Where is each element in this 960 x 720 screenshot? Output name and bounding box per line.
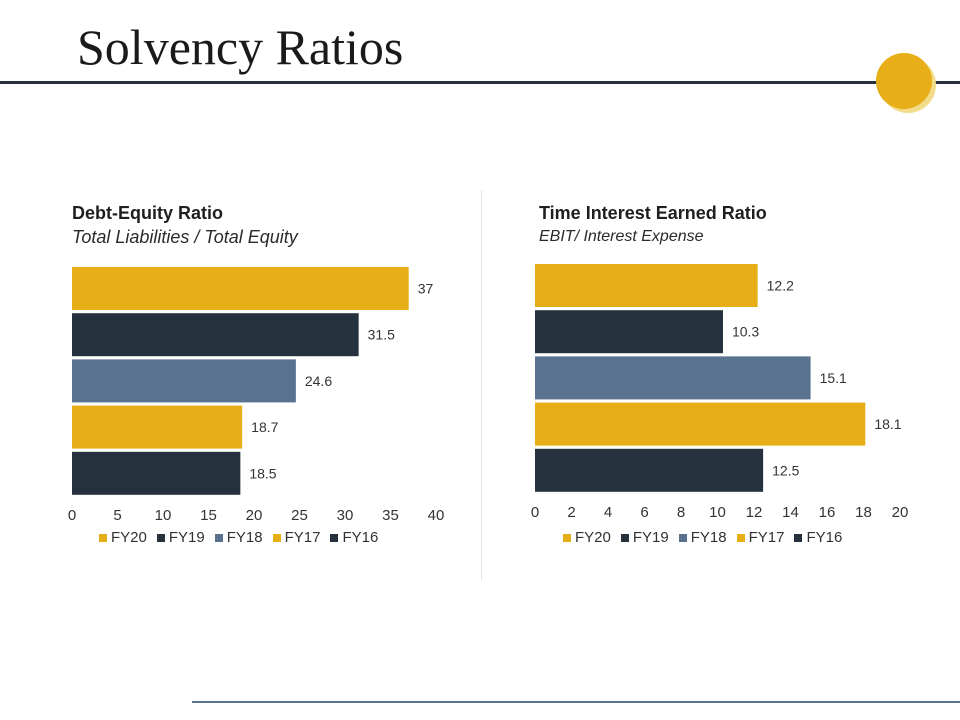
tie-ratio-bar-fy18 (535, 356, 811, 400)
tie-ratio-legend-label: FY20 (575, 529, 611, 546)
tie-ratio-tick-label: 0 (531, 504, 539, 521)
debt-equity-bar-fy18 (72, 359, 296, 403)
debt-equity-value-label: 24.6 (305, 373, 332, 389)
debt-equity-tick-label: 30 (337, 507, 354, 524)
debt-equity-legend-item: FY18 (214, 529, 263, 546)
tie-ratio-value-label: 18.1 (874, 416, 901, 432)
tie-ratio-tick-label: 10 (709, 504, 726, 521)
debt-equity-bar-fy20 (72, 267, 409, 310)
debt-equity-legend-swatch (99, 533, 107, 542)
debt-equity-value-label: 18.7 (251, 419, 278, 435)
tie-ratio-legend: FY20 FY19 FY18 FY17 FY16 (563, 529, 842, 546)
debt-equity-legend: FY20 FY19 FY18 FY17 FY16 (99, 529, 378, 546)
debt-equity-value-label: 37 (418, 281, 434, 297)
tie-ratio-bar-fy17 (535, 402, 866, 446)
tie-ratio-legend-item: FY16 (794, 529, 842, 546)
tie-ratio-legend-item: FY19 (620, 529, 669, 546)
tie-ratio-tick-label: 20 (892, 504, 909, 521)
tie-ratio-legend-item: FY17 (736, 529, 785, 546)
debt-equity-value-label: 18.5 (249, 465, 276, 481)
debt-equity-legend-swatch (272, 533, 281, 542)
tie-ratio-legend-swatch (736, 533, 745, 542)
debt-equity-tick-label: 15 (200, 507, 217, 524)
tie-ratio-legend-swatch (678, 533, 687, 542)
debt-equity-tick-label: 5 (113, 507, 121, 524)
tie-ratio-tick-label: 18 (855, 504, 872, 521)
debt-equity-legend-item: FY20 (99, 529, 147, 546)
debt-equity-legend-item: FY19 (156, 529, 205, 546)
tie-ratio-bar-fy20 (535, 264, 758, 307)
chart-divider (481, 190, 482, 580)
tie-ratio-tick-label: 4 (604, 504, 612, 521)
debt-equity-bar-fy16 (72, 451, 241, 495)
tie-ratio-legend-item: FY20 (563, 529, 611, 546)
debt-equity-tick-label: 40 (428, 507, 445, 524)
debt-equity-tick-label: 10 (155, 507, 172, 524)
debt-equity-tick-label: 25 (291, 507, 308, 524)
debt-equity-legend-label: FY16 (342, 529, 379, 546)
debt-equity-legend-label: FY17 (284, 529, 321, 546)
title-rule (0, 81, 960, 84)
debt-equity-tick-label: 35 (382, 507, 399, 524)
tie-ratio-legend-swatch (563, 533, 571, 542)
tie-ratio-value-label: 12.2 (767, 278, 794, 294)
debt-equity-legend-swatch (214, 533, 223, 542)
tie-ratio-legend-label: FY16 (806, 529, 843, 546)
tie-ratio-legend-label: FY18 (690, 529, 727, 546)
debt-equity-value-label: 31.5 (368, 327, 395, 343)
debt-equity-title: Debt-Equity Ratio (72, 203, 223, 223)
debt-equity-legend-label: FY19 (168, 529, 205, 546)
tie-ratio-legend-swatch (620, 533, 629, 542)
debt-equity-subtitle: Total Liabilities / Total Equity (72, 227, 298, 247)
tie-ratio-subtitle: EBIT/ Interest Expense (539, 228, 704, 245)
tie-ratio-value-label: 10.3 (732, 324, 759, 340)
tie-ratio-bar-fy16 (535, 448, 764, 492)
debt-equity-bar-fy17 (72, 405, 243, 449)
debt-equity-tick-label: 20 (246, 507, 263, 524)
tie-ratio-title: Time Interest Earned Ratio (539, 203, 767, 223)
tie-ratio-legend-label: FY19 (632, 529, 669, 546)
tie-ratio-tick-label: 16 (819, 504, 836, 521)
page-title: Solvency Ratios (77, 19, 404, 75)
debt-equity-bar-fy19 (72, 313, 359, 357)
tie-ratio-legend-item: FY18 (678, 529, 727, 546)
debt-equity-legend-swatch (156, 533, 165, 542)
debt-equity-legend-item: FY17 (272, 529, 321, 546)
tie-ratio-tick-label: 2 (567, 504, 575, 521)
bottom-rule (192, 701, 960, 703)
debt-equity-legend-label: FY18 (226, 529, 263, 546)
tie-ratio-value-label: 15.1 (820, 370, 847, 386)
debt-equity-legend-swatch (330, 533, 339, 542)
debt-equity-legend-item: FY16 (330, 529, 378, 546)
debt-equity-legend-label: FY20 (111, 529, 147, 546)
tie-ratio-bar-fy19 (535, 310, 723, 354)
tie-ratio-tick-label: 8 (677, 504, 685, 521)
tie-ratio-tick-label: 12 (746, 504, 763, 521)
tie-ratio-tick-label: 6 (640, 504, 648, 521)
accent-circle (876, 53, 932, 109)
debt-equity-tick-label: 0 (68, 507, 76, 524)
tie-ratio-legend-swatch (794, 533, 803, 542)
tie-ratio-legend-label: FY17 (748, 529, 785, 546)
tie-ratio-value-label: 12.5 (772, 462, 799, 478)
tie-ratio-tick-label: 14 (782, 504, 799, 521)
